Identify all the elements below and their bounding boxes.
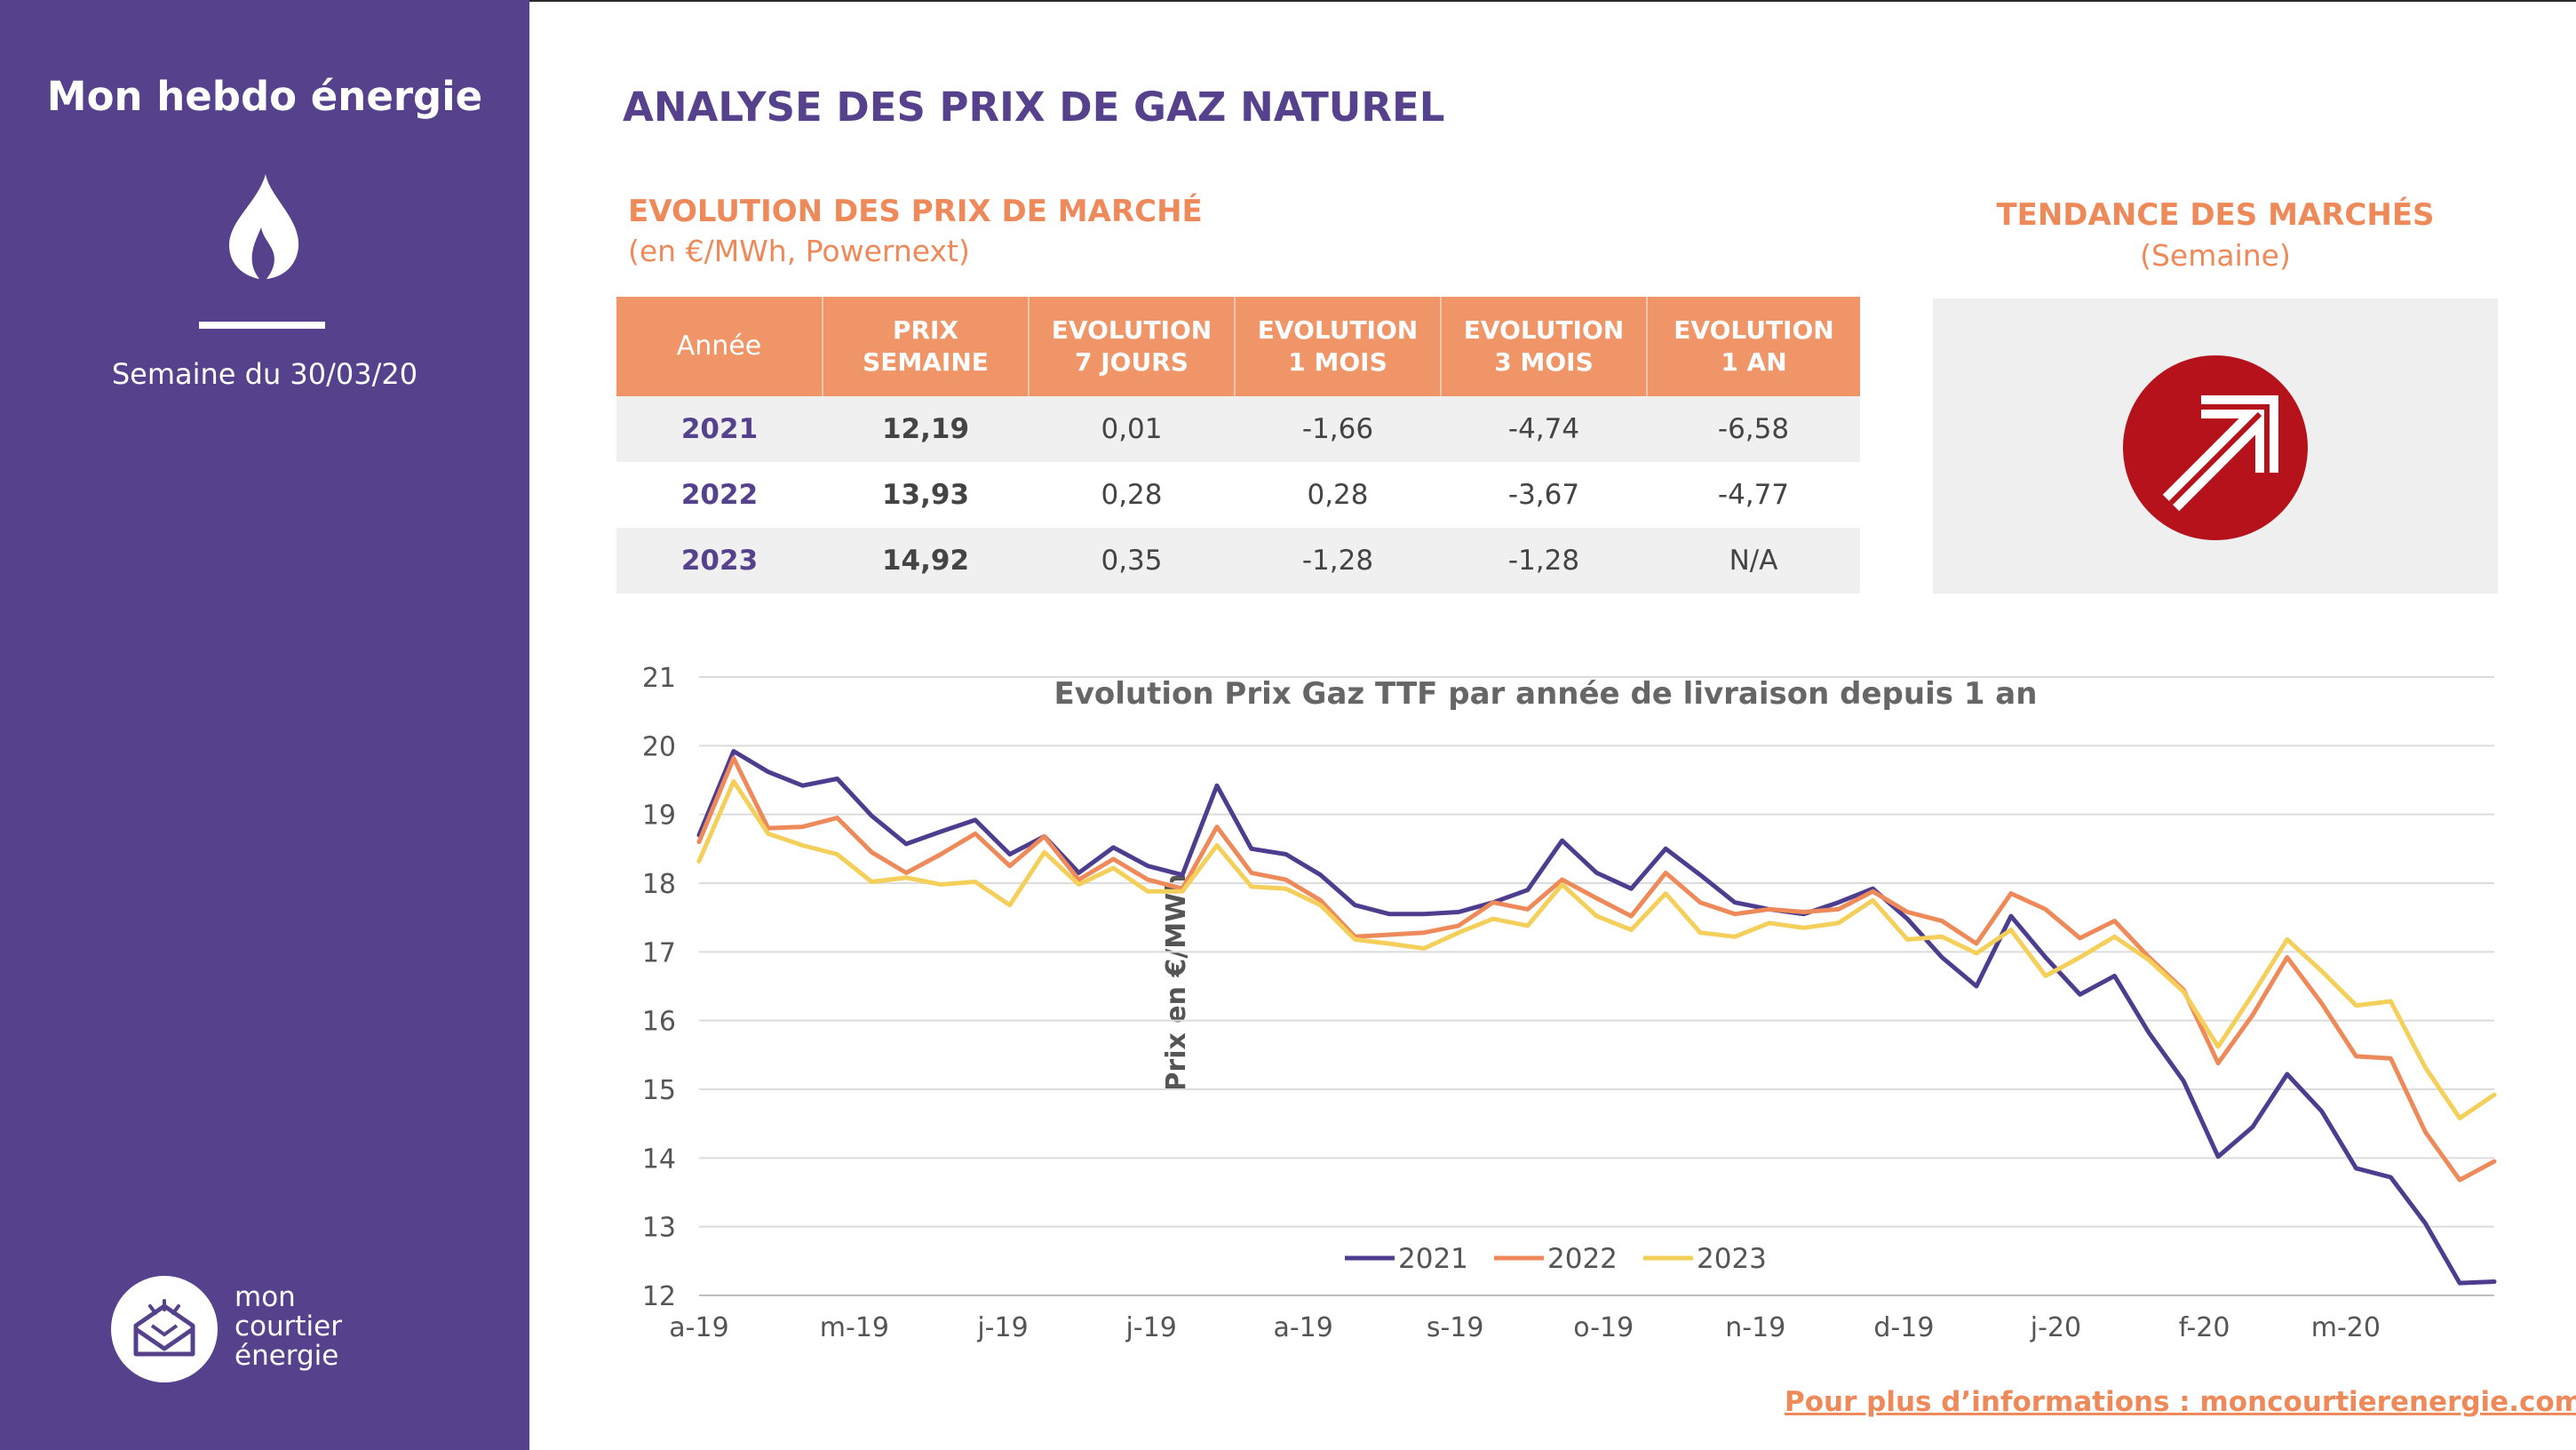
column-header-label: Année	[676, 331, 762, 362]
column-header-label: 1 AN	[1721, 347, 1787, 377]
cell-evolution-7days: 0,01	[1029, 396, 1235, 462]
column-header-year: Année	[616, 297, 823, 396]
y-tick-label: 17	[642, 937, 676, 968]
x-tick-label: n-19	[1725, 1312, 1785, 1343]
chart-title: Evolution Prix Gaz TTF par année de livr…	[1054, 676, 2038, 712]
market-section-title: EVOLUTION DES PRIX DE MARCHÉ	[628, 194, 1203, 229]
y-tick-label: 20	[642, 731, 676, 762]
legend-label-2022: 2022	[1547, 1243, 1618, 1275]
y-tick-label: 19	[642, 801, 676, 832]
chart-series	[696, 749, 2497, 1286]
y-tick-label: 12	[642, 1281, 676, 1312]
x-tick-label: d-19	[1873, 1312, 1934, 1343]
column-header-label: EVOLUTION	[1257, 315, 1419, 345]
y-axis-ticks: 12 13 14 15 16 17 18 19 20 21	[642, 663, 676, 1312]
column-header-1month: EVOLUTION 1 MOIS	[1235, 297, 1442, 396]
series-line-2023	[696, 779, 2497, 1120]
price-table: Année PRIX SEMAINE EVOLUTION 7 JOURS EVOLU…	[616, 297, 1860, 594]
cell-evolution-1month: 0,28	[1307, 479, 1369, 511]
y-tick-label: 21	[642, 663, 676, 694]
column-header-label: 7 JOURS	[1075, 347, 1189, 377]
column-header-label: EVOLUTION	[1463, 315, 1625, 345]
legend-label-2021: 2021	[1398, 1243, 1468, 1275]
x-tick-label: o-19	[1573, 1312, 1634, 1343]
x-tick-label: j-19	[1125, 1312, 1176, 1343]
x-tick-label: f-20	[2179, 1312, 2230, 1343]
cell-evolution-1month: -1,66	[1235, 396, 1441, 462]
cell-evolution-3months: -4,74	[1441, 396, 1647, 462]
x-tick-label: m-19	[820, 1312, 889, 1343]
company-logo	[111, 1276, 218, 1382]
cell-year: 2023	[616, 528, 823, 594]
cell-price: 12,19	[823, 396, 1029, 462]
y-tick-label: 14	[642, 1143, 676, 1175]
cell-evolution-3months: -1,28	[1441, 528, 1647, 594]
y-tick-label: 13	[642, 1213, 676, 1244]
cell-evolution-1month: -1,28	[1235, 528, 1441, 594]
y-axis-label: Prix en €/MWh	[1161, 873, 1192, 1091]
sidebar-title: Mon hebdo énergie	[46, 73, 483, 120]
sidebar-divider	[199, 322, 325, 329]
cell-year: 2022	[680, 479, 759, 511]
cell-evolution-7days: 0,35	[1029, 528, 1235, 594]
x-tick-label: j-19	[976, 1312, 1028, 1343]
week-label: Semaine du 30/03/20	[111, 357, 418, 391]
column-header-7days: EVOLUTION 7 JOURS	[1029, 297, 1236, 396]
cell-evolution-1year: -6,58	[1647, 396, 1860, 462]
column-header-3months: EVOLUTION 3 MOIS	[1441, 297, 1648, 396]
column-header-label: 3 MOIS	[1494, 347, 1594, 377]
trend-up-arrow-icon	[2123, 355, 2308, 540]
table-row: 2022 13,93 0,28 0,28 -3,67 -4,77	[616, 462, 1860, 528]
website-link[interactable]: Pour plus d’informations : moncourtieren…	[1785, 1386, 2576, 1418]
table-header-row: Année PRIX SEMAINE EVOLUTION 7 JOURS EVOLU…	[616, 297, 1860, 396]
series-line-2021	[696, 749, 2497, 1286]
column-header-label: EVOLUTION	[1051, 315, 1212, 345]
cell-evolution-1year: N/A	[1647, 528, 1860, 594]
column-header-price: PRIX SEMAINE	[823, 297, 1030, 396]
x-tick-label: a-19	[669, 1312, 728, 1343]
page-title: ANALYSE DES PRIX DE GAZ NATUREL	[623, 84, 1445, 131]
chart-legend: 2021 2022 2023	[1345, 1243, 1767, 1275]
logo-line-2: courtier	[235, 1311, 342, 1342]
legend-label-2023: 2023	[1697, 1243, 1767, 1275]
column-header-label: PRIX	[892, 315, 959, 345]
y-tick-label: 16	[642, 1007, 676, 1038]
column-header-label: EVOLUTION	[1674, 315, 1834, 345]
table-row: 2021 12,19 0,01 -1,66 -4,74 -6,58	[616, 396, 1860, 462]
logo-line-3: énergie	[235, 1340, 339, 1372]
cell-evolution-7days: 0,28	[1101, 479, 1163, 511]
column-header-1year: EVOLUTION 1 AN	[1647, 297, 1860, 396]
cell-evolution-1year: -4,77	[1717, 479, 1790, 511]
y-tick-label: 15	[642, 1075, 676, 1106]
cell-price: 13,93	[881, 479, 970, 511]
envelope-icon	[133, 1299, 195, 1357]
market-section-unit: (en €/MWh, Powernext)	[628, 234, 970, 268]
cell-evolution-3months: -3,67	[1507, 479, 1580, 511]
x-tick-label: s-19	[1427, 1312, 1484, 1343]
cell-price: 14,92	[823, 528, 1029, 594]
column-header-label: SEMAINE	[863, 347, 989, 377]
logo-text: mon courtier énergie	[235, 1283, 342, 1371]
x-tick-label: a-19	[1273, 1312, 1332, 1343]
table-row: 2023 14,92 0,35 -1,28 -1,28 N/A	[616, 528, 1860, 594]
x-tick-label: j-20	[2030, 1312, 2081, 1343]
x-tick-label: m-20	[2311, 1312, 2381, 1343]
logo-line-1: mon	[235, 1281, 296, 1313]
trend-title: TENDANCE DES MARCHÉS	[1996, 197, 2435, 233]
chart-grid	[699, 676, 2494, 1296]
flame-icon	[229, 174, 299, 279]
trend-subtitle: (Semaine)	[2140, 238, 2291, 273]
cell-year: 2021	[616, 396, 823, 462]
sidebar: Mon hebdo énergie Semaine du 30/03/20 mo…	[0, 0, 529, 1450]
y-tick-label: 18	[642, 869, 676, 900]
x-axis-ticks: a-19 m-19 j-19 j-19 a-19 s-19 o-19 n-19 d-19 j-20…	[669, 1312, 2381, 1343]
column-header-label: 1 MOIS	[1288, 347, 1387, 377]
trend-panel	[1933, 299, 2498, 594]
price-line-chart: Evolution Prix Gaz TTF par année de livr…	[642, 663, 2497, 1343]
